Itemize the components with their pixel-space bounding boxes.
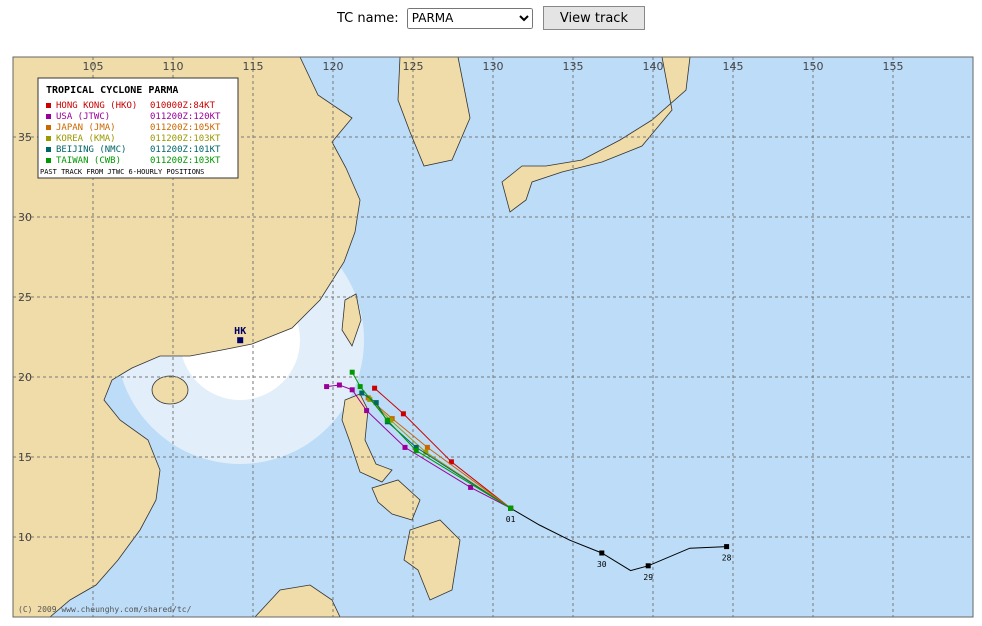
- lat-tick-label: 10: [18, 531, 32, 544]
- forecast-point: [367, 396, 373, 402]
- lon-tick-label: 135: [563, 60, 584, 73]
- day-label: 01: [506, 515, 516, 524]
- forecast-point: [324, 384, 330, 390]
- land-japan: [501, 57, 691, 213]
- past-track-point: [645, 563, 651, 569]
- legend-agency: KOREA (KMA): [56, 134, 116, 144]
- legend-info: 011200Z:101KT: [150, 145, 221, 155]
- forecast-point: [357, 384, 363, 390]
- forecast-point: [364, 408, 370, 414]
- legend-info: 010000Z:84KT: [150, 101, 216, 111]
- forecast-point: [372, 385, 378, 391]
- legend-swatch: [46, 125, 51, 130]
- day-label: 30: [597, 560, 607, 569]
- grid: 105 110 115 120 125 130 135 140 145 150 155 10 15 20 2…: [13, 57, 973, 617]
- forecast-point: [336, 382, 342, 388]
- lon-tick-label: 115: [243, 60, 264, 73]
- land-china: [13, 57, 361, 617]
- forecast-point: [349, 369, 355, 375]
- lat-tick-label: 30: [18, 211, 32, 224]
- lon-tick-label: 130: [483, 60, 504, 73]
- legend-agency: HONG KONG (HKO): [56, 101, 137, 111]
- forecast-point: [373, 400, 379, 406]
- day-label: 28: [722, 554, 732, 563]
- legend-info: 011200Z:103KT: [150, 156, 221, 166]
- land-luzon: [341, 393, 393, 483]
- legend-swatch: [46, 158, 51, 163]
- lon-tick-label: 125: [403, 60, 424, 73]
- legend-agency: USA (JTWC): [56, 112, 110, 122]
- land-korea: [397, 57, 471, 167]
- lat-tick-label: 25: [18, 291, 32, 304]
- lon-tick-label: 145: [723, 60, 744, 73]
- lon-tick-label: 140: [643, 60, 664, 73]
- view-track-button[interactable]: View track: [542, 6, 645, 30]
- lon-tick-label: 150: [803, 60, 824, 73]
- legend-box: [37, 77, 239, 179]
- land-hainan: [151, 375, 189, 405]
- copyright: (C) 2009 www.cheunghy.com/shared/tc/: [18, 605, 192, 614]
- past-track-point: [599, 550, 605, 556]
- forecast-point: [384, 417, 390, 423]
- station-marker: [237, 337, 244, 344]
- forecast-point: [359, 390, 365, 396]
- tc-label: TC name:: [337, 10, 399, 26]
- land-borneo: [254, 584, 341, 617]
- forecast-point: [508, 505, 514, 511]
- lon-tick-label: 120: [323, 60, 344, 73]
- past-track-line: [510, 507, 727, 572]
- forecast-track-line: [367, 397, 511, 509]
- map-frame: [12, 56, 974, 618]
- legend-entries: HONG KONG (HKO) 010000Z:84KT USA (JTWC) 011…: [46, 101, 221, 166]
- legend-swatch: [46, 136, 51, 141]
- forecast-point: [400, 411, 406, 417]
- legend: TROPICAL CYCLONE PARMA PAST TRACK FROM J…: [37, 77, 239, 179]
- lon-tick-label: 110: [163, 60, 184, 73]
- controls: TC name: PARMA View track: [0, 6, 982, 30]
- forecast-track-line: [374, 387, 511, 509]
- tc-select[interactable]: PARMA: [406, 7, 533, 29]
- forecast-point: [388, 417, 394, 423]
- legend-agency: JAPAN (JMA): [56, 123, 116, 133]
- legend-swatch: [46, 147, 51, 152]
- lat-tick-label: 20: [18, 371, 32, 384]
- lon-tick-label: 105: [83, 60, 104, 73]
- forecast-point: [413, 444, 419, 450]
- legend-swatch: [46, 103, 51, 108]
- forecast-point: [402, 444, 408, 450]
- forecast-point: [468, 484, 474, 490]
- land-mindanao: [403, 519, 461, 601]
- land-taiwan: [341, 293, 362, 347]
- map: 105 110 115 120 125 130 135 140 145 150 155 10 15 20 2…: [12, 56, 974, 618]
- forecast-point: [413, 448, 419, 454]
- legend-swatch: [46, 114, 51, 119]
- basemap: [13, 57, 973, 617]
- forecast-point: [424, 444, 430, 450]
- lon-tick-label: 155: [883, 60, 904, 73]
- land-visayas: [371, 479, 421, 521]
- legend-title: TROPICAL CYCLONE PARMA: [46, 85, 178, 96]
- tracks: 28 29 30 01 HK: [234, 326, 731, 582]
- forecast-point: [423, 449, 429, 455]
- legend-agency: BEIJING (NMC): [56, 145, 126, 155]
- station-label: HK: [234, 326, 246, 337]
- day-label: 29: [643, 573, 653, 582]
- forecast-point: [448, 459, 454, 465]
- legend-agency: TAIWAN (CWB): [56, 156, 121, 166]
- past-track-point: [724, 544, 730, 550]
- legend-info: 011200Z:120KT: [150, 112, 221, 122]
- legend-info: 011200Z:103KT: [150, 134, 221, 144]
- legend-note: PAST TRACK FROM JTWC 6-HOURLY POSITIONS: [40, 168, 204, 176]
- legend-info: 011200Z:105KT: [150, 123, 221, 133]
- forecast-point: [349, 387, 355, 393]
- lat-tick-label: 15: [18, 451, 32, 464]
- lat-tick-label: 35: [18, 131, 32, 144]
